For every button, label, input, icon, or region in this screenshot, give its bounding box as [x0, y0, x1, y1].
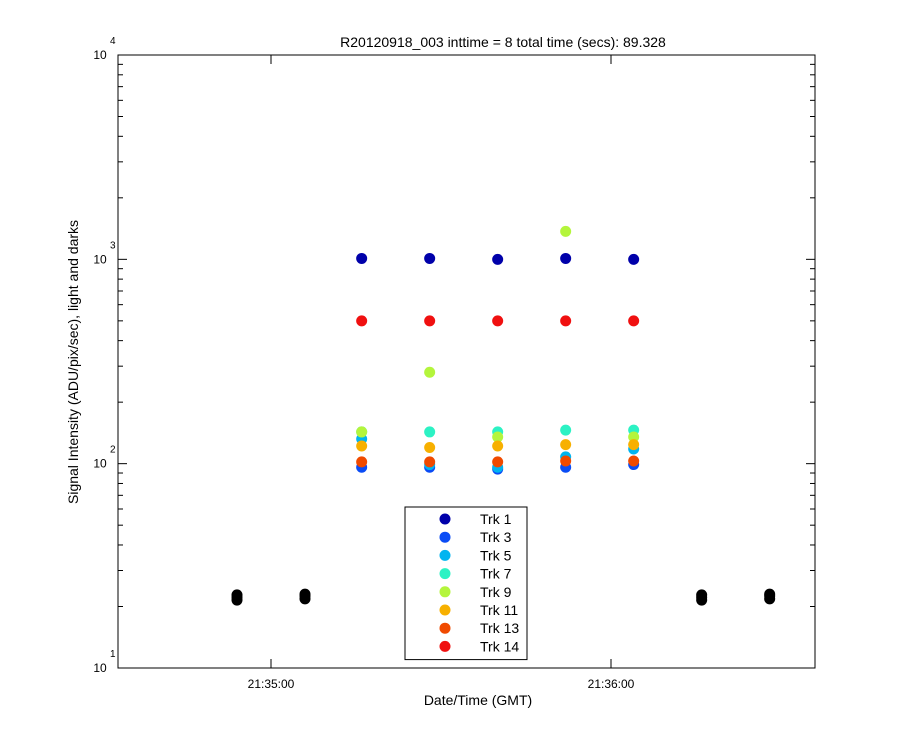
legend-marker [439, 622, 451, 634]
x-axis-label: Date/Time (GMT) [424, 692, 532, 708]
data-point [424, 366, 436, 378]
legend-marker [439, 640, 451, 652]
legend-label: Trk 1 [480, 511, 512, 527]
data-point [356, 440, 368, 452]
y-tick-label: 10 [93, 252, 107, 266]
legend-label: Trk 9 [480, 584, 512, 600]
legend: Trk 1 Trk 3 Trk 5 Trk 7 Trk 9 Trk 11 Trk 13 Trk… [404, 506, 528, 661]
legend-label: Trk 11 [480, 602, 518, 618]
data-point [560, 225, 572, 237]
legend-marker [439, 568, 451, 580]
data-point [424, 252, 436, 264]
data-point [560, 439, 572, 451]
y-tick-label: 10 [93, 661, 107, 675]
legend-marker [439, 586, 451, 598]
y-tick-exponent: 2 [110, 445, 116, 456]
data-point [628, 315, 640, 327]
data-point [560, 252, 572, 264]
data-point [560, 315, 572, 327]
y-axis-label: Signal Intensity (ADU/pix/sec), light an… [65, 220, 81, 504]
data-point [560, 455, 572, 467]
legend-marker [439, 531, 451, 543]
x-tick-label: 21:36:00 [588, 677, 635, 691]
legend-marker [439, 604, 451, 616]
data-point [299, 588, 311, 600]
data-point [492, 253, 504, 265]
data-point [628, 431, 640, 443]
data-point [628, 455, 640, 467]
legend-box [404, 506, 528, 661]
y-tick-exponent: 4 [110, 36, 116, 47]
data-point [424, 426, 436, 438]
legend-marker [439, 513, 451, 525]
chart-title: R20120918_003 inttime = 8 total time (se… [340, 34, 666, 50]
axes-box [117, 54, 816, 669]
y-tick-label: 10 [93, 48, 107, 62]
legend-label: Trk 14 [480, 638, 519, 654]
data-point [356, 315, 368, 327]
data-point [231, 589, 243, 601]
x-tick-label: 21:35:00 [248, 677, 295, 691]
data-point [628, 439, 640, 451]
legend-label: Trk 5 [480, 547, 512, 563]
data-point [492, 456, 504, 468]
data-point [492, 315, 504, 327]
data-point [424, 315, 436, 327]
data-point [424, 441, 436, 453]
data-point [356, 426, 368, 438]
data-point [424, 456, 436, 468]
plot-area [231, 225, 776, 606]
data-point [356, 252, 368, 264]
y-tick-exponent: 1 [110, 649, 116, 660]
data-point [560, 424, 572, 436]
data-point [628, 253, 640, 265]
legend-label: Trk 7 [480, 566, 512, 582]
data-point [356, 456, 368, 468]
y-tick-label: 10 [93, 457, 107, 471]
legend-label: Trk 3 [480, 529, 512, 545]
legend-marker [439, 549, 451, 561]
data-point [764, 588, 776, 600]
data-point [696, 589, 708, 601]
data-point [492, 431, 504, 443]
y-tick-exponent: 3 [110, 240, 116, 251]
legend-label: Trk 13 [480, 620, 519, 636]
data-point [492, 440, 504, 452]
